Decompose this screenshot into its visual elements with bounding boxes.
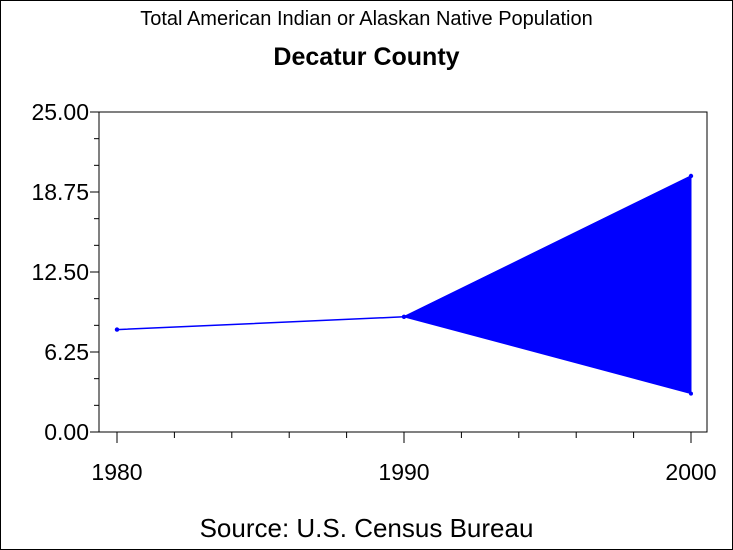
x-axis: 1980 1990 2000 bbox=[91, 432, 717, 485]
x-tick-label: 2000 bbox=[665, 459, 716, 485]
band-lower-point bbox=[689, 391, 693, 396]
x-tick-label: 1990 bbox=[378, 459, 429, 485]
chart-footnote: Source: U.S. Census Bureau bbox=[199, 513, 534, 543]
range-band-layer bbox=[402, 175, 693, 396]
series-layer bbox=[114, 173, 694, 332]
chart-title: Total American Indian or Alaskan Native … bbox=[140, 8, 593, 30]
y-tick-label: 0.00 bbox=[44, 419, 89, 445]
y-axis: 0.00 6.25 12.50 18.75 25.00 bbox=[31, 99, 99, 445]
series-point bbox=[401, 314, 407, 319]
series-point bbox=[114, 327, 120, 332]
y-tick-label: 12.50 bbox=[31, 259, 89, 285]
series-point bbox=[688, 173, 694, 179]
y-tick-label: 25.00 bbox=[31, 99, 89, 125]
x-tick-label: 1980 bbox=[91, 459, 142, 485]
chart-subtitle: Decatur County bbox=[273, 43, 460, 71]
range-band bbox=[402, 175, 692, 395]
y-tick-label: 18.75 bbox=[31, 179, 89, 205]
y-tick-label: 6.25 bbox=[44, 339, 89, 365]
